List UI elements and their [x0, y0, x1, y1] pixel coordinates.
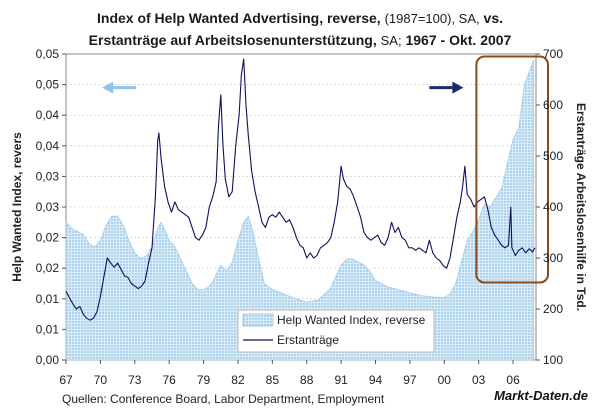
title2-light: SA; — [381, 33, 402, 48]
x-tick-label: 94 — [369, 373, 383, 387]
right-tick-label: 600 — [543, 98, 563, 112]
highlight-box — [475, 55, 550, 284]
right-tick-label: 700 — [543, 47, 563, 61]
legend-swatch-area — [242, 313, 274, 327]
title1-bold-b: vs. — [484, 10, 503, 26]
right-axis-arrow-head — [452, 81, 464, 94]
x-tick-label: 79 — [197, 373, 211, 387]
x-tick-label: 06 — [506, 373, 520, 387]
x-tick-label: 76 — [162, 373, 176, 387]
x-tick-label: 91 — [334, 373, 348, 387]
title2-bold-b: 1967 - Okt. 2007 — [405, 32, 511, 48]
x-tick-label: 00 — [438, 373, 452, 387]
axes-layer: 0,00 0,01 0,01 0,02 0,02 0,03 0,03 0,04 0,04 0,05… — [36, 47, 564, 387]
right-tick-label: 200 — [543, 302, 563, 316]
left-tick-label: 0,05 — [36, 47, 60, 61]
x-tick-label: 70 — [94, 373, 108, 387]
x-tick-label: 88 — [300, 373, 314, 387]
x-tick-label: 82 — [231, 373, 245, 387]
series-erstantraege-line — [65, 58, 536, 321]
right-tick-label: 500 — [543, 149, 563, 163]
line-layer — [65, 55, 550, 321]
legend: Help Wanted Index, reverse Erstanträge — [237, 309, 435, 353]
left-tick-label: 0,03 — [36, 169, 60, 183]
right-tick-label: 100 — [543, 353, 563, 367]
right-axis-label: Erstanträge Arbeitslosenhilfe in Tsd. — [574, 103, 588, 311]
chart-title-line2: Erstanträge auf Arbeitslosenunterstützun… — [89, 32, 512, 48]
source-text: Quellen: Conference Board, Labor Departm… — [62, 392, 385, 406]
title2-bold-a: Erstanträge auf Arbeitslosenunterstützun… — [89, 32, 377, 48]
chart-title-line1: Index of Help Wanted Advertising, revers… — [97, 10, 503, 26]
left-tick-label: 0,04 — [36, 139, 60, 153]
left-tick-label: 0,03 — [36, 200, 60, 214]
left-axis-arrow-head — [102, 81, 114, 94]
left-tick-label: 0,04 — [36, 108, 60, 122]
left-tick-label: 0,02 — [36, 261, 60, 275]
left-tick-label: 0,02 — [36, 231, 60, 245]
x-tick-label: 03 — [472, 373, 486, 387]
x-tick-label: 85 — [266, 373, 280, 387]
x-tick-label: 67 — [59, 373, 73, 387]
x-tick-label: 97 — [403, 373, 417, 387]
left-tick-label: 0,01 — [36, 322, 60, 336]
title1-bold-a: Index of Help Wanted Advertising, revers… — [97, 10, 381, 26]
legend-label-erstantraege: Erstanträge — [277, 333, 339, 347]
left-tick-label: 0,05 — [36, 78, 60, 92]
right-tick-label: 300 — [543, 251, 563, 265]
left-tick-label: 0,01 — [36, 292, 60, 306]
legend-label-help-wanted: Help Wanted Index, reverse — [277, 313, 426, 327]
right-tick-label: 400 — [543, 200, 563, 214]
brand-watermark: Markt-Daten.de — [494, 388, 588, 403]
title1-light: (1987=100), SA, — [385, 11, 480, 26]
left-axis-label: Help Wanted Index, revers — [10, 132, 24, 282]
left-tick-label: 0,00 — [36, 353, 60, 367]
x-tick-label: 73 — [128, 373, 142, 387]
